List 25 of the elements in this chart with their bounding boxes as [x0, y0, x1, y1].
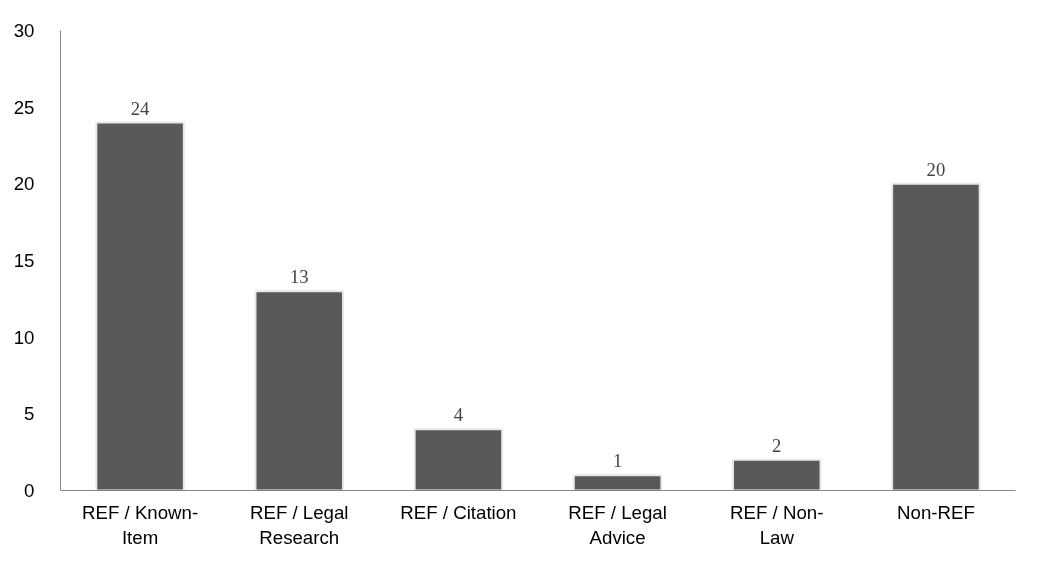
x-tick-label: REF / Citation	[400, 501, 517, 523]
y-tick-label: 30	[13, 20, 35, 41]
data-label: 24	[130, 97, 151, 119]
y-tick-label: 0	[24, 480, 35, 501]
bar	[95, 121, 185, 491]
bar	[572, 474, 663, 491]
y-tick-label: 20	[13, 173, 35, 195]
bar	[891, 182, 981, 491]
x-tick-label: REF / Legal Advice	[568, 501, 667, 548]
y-tick-label: 15	[13, 250, 35, 271]
x-tick-label: REF / Known- Item	[82, 501, 199, 548]
bar	[254, 290, 345, 491]
data-label: 13	[289, 266, 309, 288]
y-tick-label: 25	[13, 96, 35, 118]
y-tick-label: 5	[24, 403, 35, 425]
x-tick-label: Non-REF	[897, 501, 975, 523]
bar	[413, 428, 504, 491]
data-label: 1	[612, 450, 623, 472]
bar	[731, 458, 822, 491]
x-tick-label: REF / Legal Research	[249, 501, 349, 548]
data-label: 4	[453, 404, 464, 426]
x-tick-label: REF / Non- Law	[730, 501, 824, 548]
data-label: 20	[926, 158, 946, 180]
data-label: 2	[772, 434, 782, 456]
y-tick-label: 10	[13, 326, 35, 348]
